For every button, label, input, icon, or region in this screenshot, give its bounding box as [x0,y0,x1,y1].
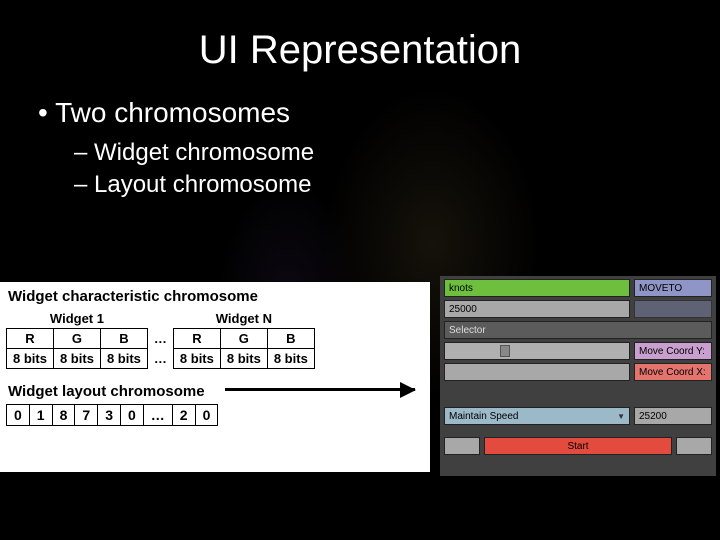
knots-widget[interactable]: knots [444,279,630,297]
start-spacer-right [676,437,712,455]
ellipsis-1: … [147,329,173,349]
moveto-label: MOVETO [639,283,682,294]
bits-6: 8 bits [267,349,314,369]
value-25200-widget[interactable]: 25200 [634,407,712,425]
bullet-layout-chromosome: Layout chromosome [38,171,720,199]
ellipsis-2: … [147,349,173,369]
start-label: Start [567,441,588,452]
moveto-ghost-widget [634,300,712,318]
rgb-b-1: B [100,329,147,349]
bits-4: 8 bits [173,349,220,369]
value-25000-label: 25000 [449,304,477,315]
move-coord-y-widget[interactable]: Move Coord Y: [634,342,712,360]
widgetn-label: Widget N [173,309,314,329]
panel-spacer [440,384,716,404]
selector-widget[interactable]: Selector [444,321,712,339]
arrow-icon [225,388,415,391]
spacer [147,309,173,329]
rgb-g-1: G [53,329,100,349]
maintain-speed-label: Maintain Speed [449,411,519,422]
layout-table: 0 1 8 7 3 0 … 2 0 [6,404,218,426]
layout-cell-5: 0 [120,405,143,426]
slide-root: UI Representation Two chromosomes Widget… [0,0,720,199]
bullet-widget-chromosome: Widget chromosome [38,139,720,167]
characteristic-table: Widget 1 Widget N R G B … R G B 8 bits 8… [6,309,315,369]
layout-chromosome-heading: Widget layout chromosome [8,383,424,400]
value-25200-label: 25200 [639,411,667,422]
knots-label: knots [449,283,473,294]
slide-title: UI Representation [0,0,720,97]
bits-1: 8 bits [7,349,54,369]
layout-cell-1: 1 [29,405,52,426]
bullet-list: Two chromosomes Widget chromosome Layout… [0,97,720,199]
layout-cell-4: 3 [98,405,121,426]
layout-cell-8: 0 [195,405,218,426]
layout-cell-3: 7 [75,405,98,426]
layout-cell-2: 8 [52,405,75,426]
slider-knob[interactable] [500,345,510,357]
bits-2: 8 bits [53,349,100,369]
selector-label: Selector [449,325,486,336]
rgb-r-1: R [7,329,54,349]
widget1-label: Widget 1 [7,309,148,329]
layout-cell-6: … [143,405,172,426]
bits-5: 8 bits [220,349,267,369]
rgb-r-n: R [173,329,220,349]
move-coord-y-label: Move Coord Y: [639,346,705,357]
char-chromosome-heading: Widget characteristic chromosome [8,288,424,305]
moveto-widget[interactable]: MOVETO [634,279,712,297]
layout-cell-0: 0 [7,405,30,426]
bullet-two-chromosomes: Two chromosomes [38,97,720,129]
rgb-b-n: B [267,329,314,349]
layout-cell-7: 2 [172,405,195,426]
value-25000-widget[interactable]: 25000 [444,300,630,318]
ui-widget-panel: knots MOVETO 25000 Selector Move Coord Y… [440,276,716,476]
maintain-speed-dropdown[interactable]: Maintain Speed ▼ [444,407,630,425]
start-spacer-left [444,437,480,455]
slider-widget[interactable] [444,342,630,360]
blank-value-widget[interactable] [444,363,630,381]
chromosome-tables-box: Widget characteristic chromosome Widget … [0,282,430,472]
rgb-g-n: G [220,329,267,349]
chevron-down-icon: ▼ [617,412,625,421]
start-button[interactable]: Start [484,437,672,455]
move-coord-x-label: Move Coord X: [639,367,706,378]
bits-3: 8 bits [100,349,147,369]
move-coord-x-widget[interactable]: Move Coord X: [634,363,712,381]
